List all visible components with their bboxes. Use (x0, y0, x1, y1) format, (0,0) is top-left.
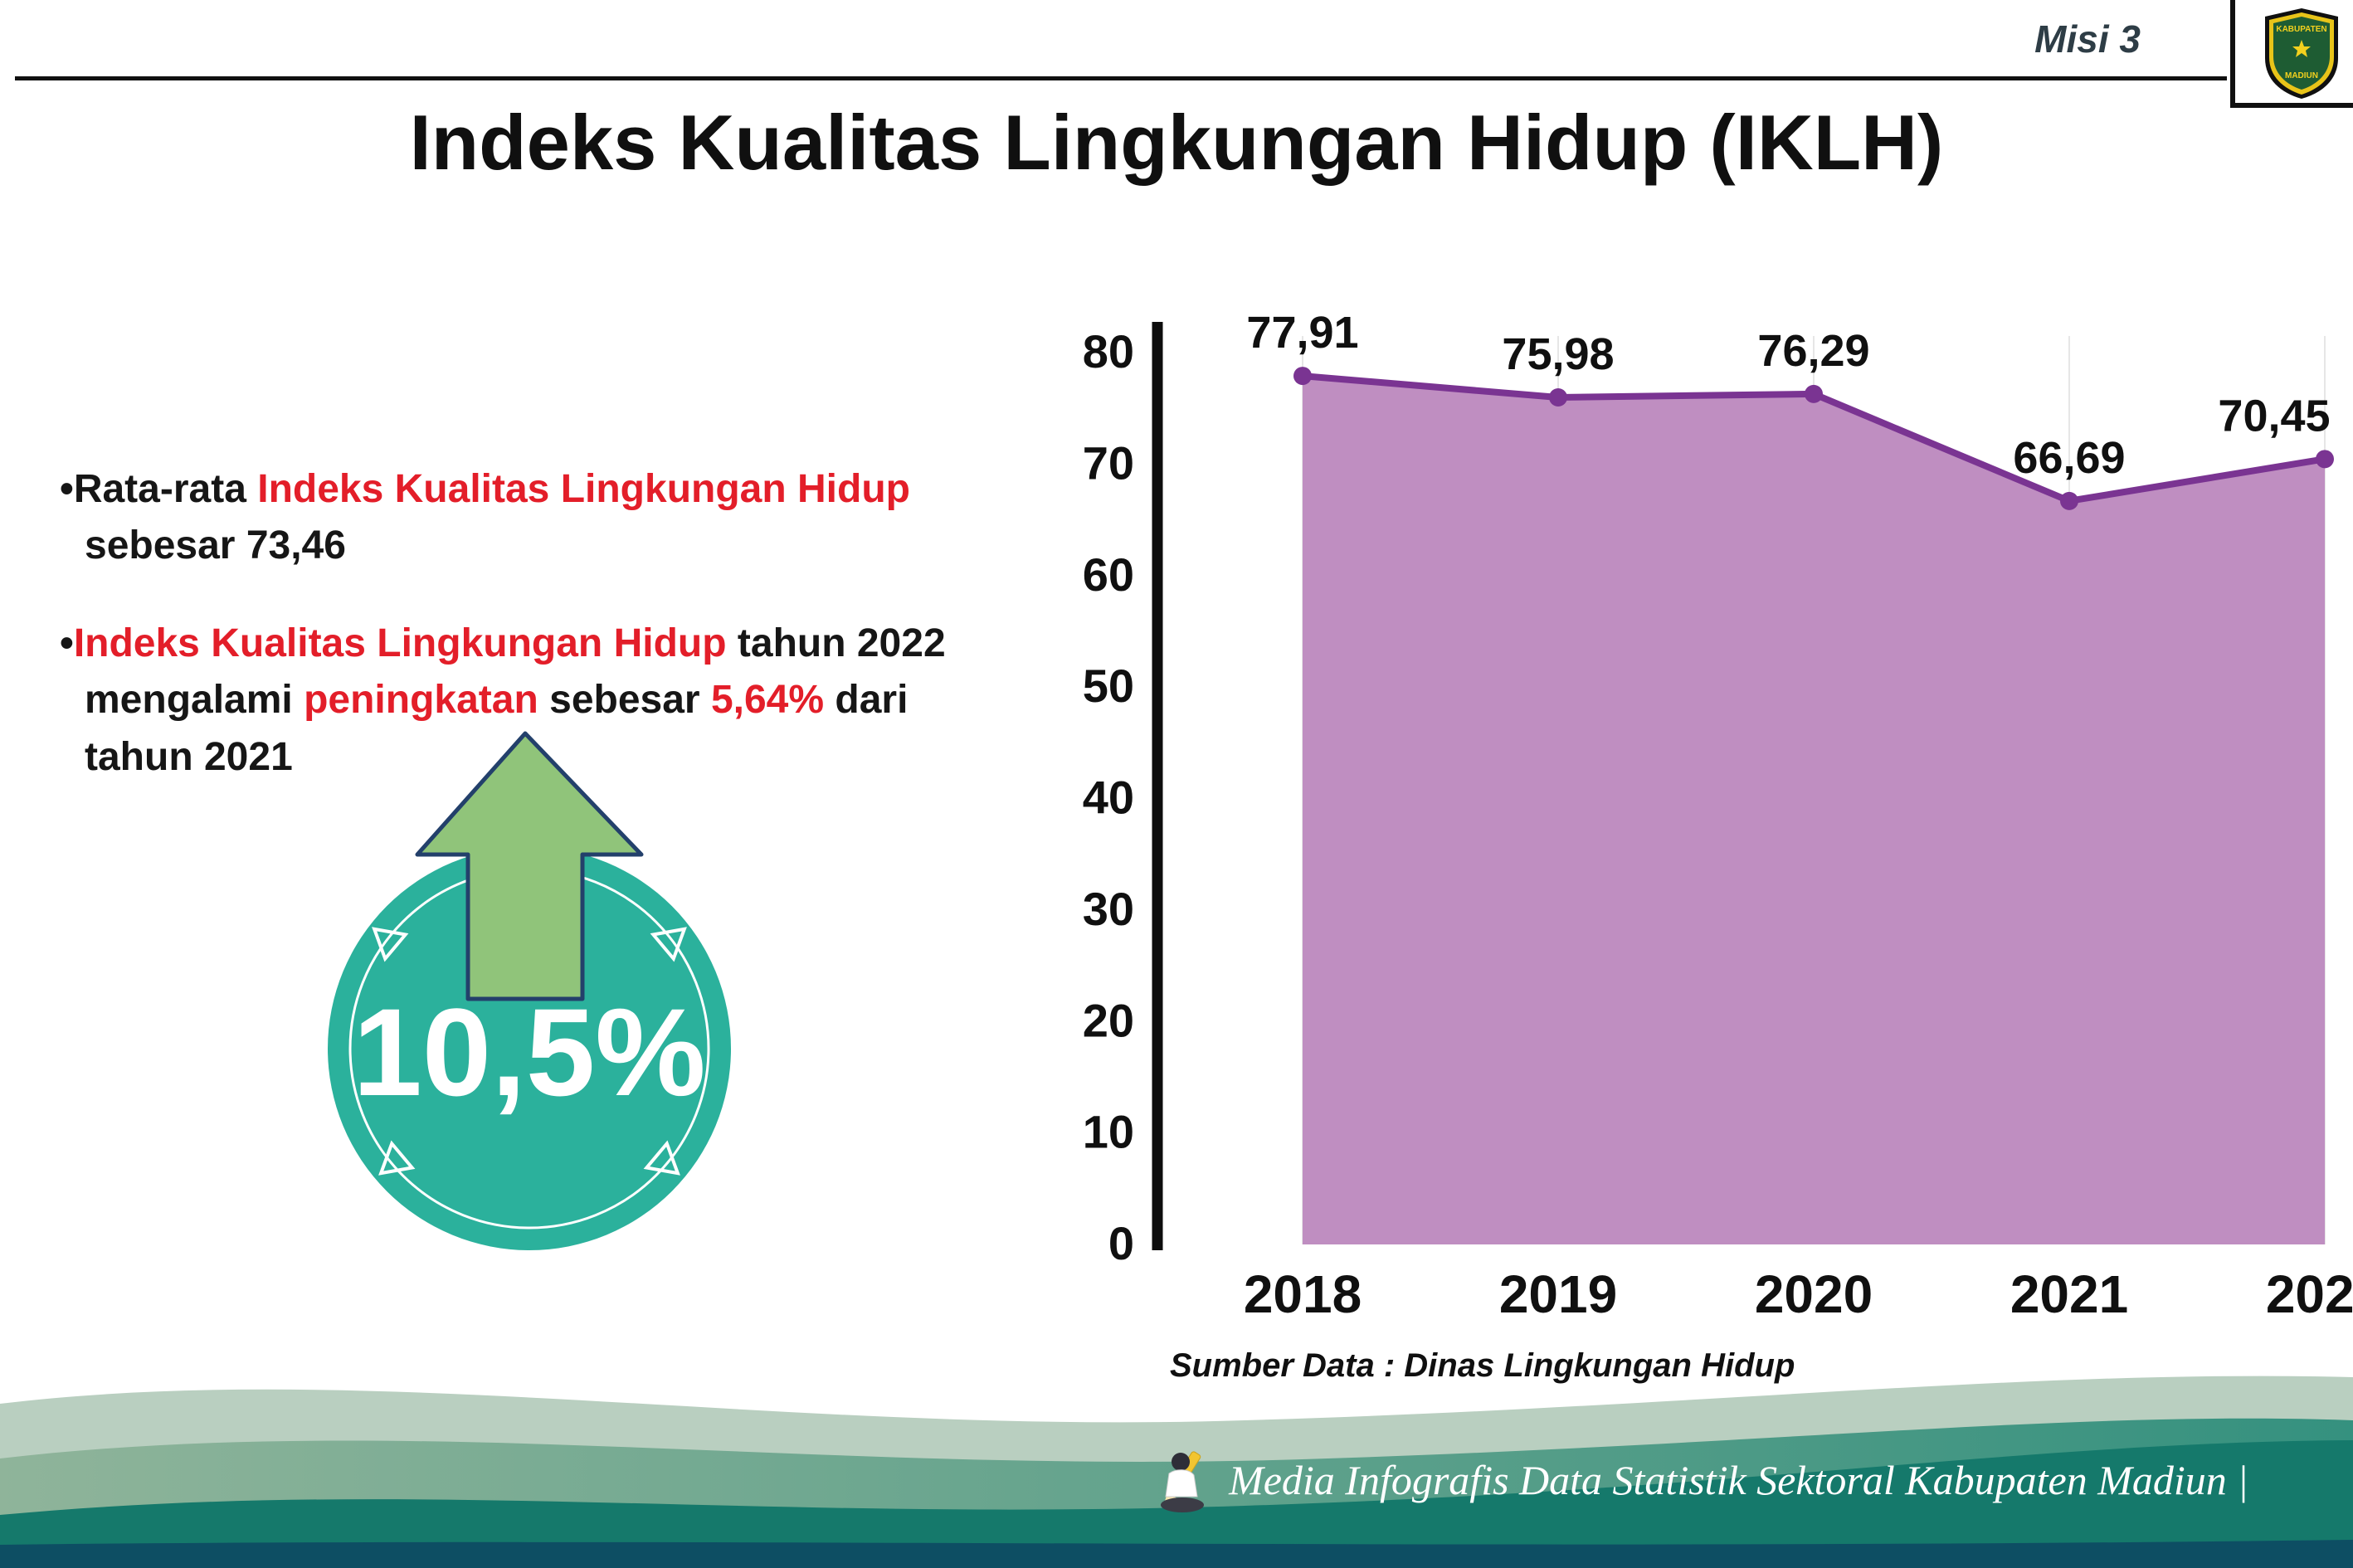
bullet-marker: • (60, 621, 74, 666)
data-point (1549, 388, 1567, 407)
logo-star-icon (2292, 40, 2311, 57)
increase-badge: 10,5% (305, 723, 753, 1387)
bullet-2-seg-5: dari tahun 2021 (85, 678, 909, 779)
badge-value: 10,5% (353, 982, 705, 1122)
kabupaten-madiun-logo: KABUPATEN MADIUN (2265, 8, 2338, 99)
increase-badge-graphic: 10,5% (328, 731, 731, 1250)
page-title: Indeks Kualitas Lingkungan Hidup (IKLH) (409, 99, 1944, 186)
data-point (1293, 367, 1312, 386)
bullet-marker: • (60, 467, 74, 511)
mascot-icon (1161, 1451, 1205, 1512)
value-label: 77,91 (1246, 308, 1358, 358)
y-tick-label: 40 (1083, 772, 1134, 824)
iklh-chart: 0 10 20 30 40 50 60 70 80 2018 2019 2020 2021 2022 77,… (1037, 307, 2353, 1410)
badge-triangle-marks (372, 927, 687, 1176)
y-tick-label: 0 (1108, 1217, 1134, 1269)
badge-circle (328, 847, 731, 1250)
bullet-2-seg-1: tahun 2022 mengalami (85, 621, 946, 723)
value-label: 66,69 (2013, 433, 2125, 483)
logo-text-bottom: MADIUN (2285, 71, 2318, 80)
x-tick-label: 2020 (1755, 1264, 1873, 1324)
data-point (2316, 450, 2334, 469)
value-label: 70,45 (2218, 391, 2330, 441)
footer-credit: Media Infografis Data Statistik Sektoral… (1152, 1445, 2248, 1515)
y-tick-label: 70 (1083, 436, 1134, 489)
iklh-chart-svg: 0 10 20 30 40 50 60 70 80 2018 2019 2020 2021 2022 77,… (1083, 308, 2353, 1324)
value-label: 75,98 (1502, 329, 1614, 379)
chart-source: Sumber Data : Dinas Lingkungan Hidup (1170, 1347, 1795, 1384)
logo-frame: KABUPATEN MADIUN (2230, 0, 2353, 108)
y-tick-label: 20 (1083, 994, 1134, 1046)
bullet-increase: •Indeks Kualitas Lingkungan Hidup tahun … (60, 616, 977, 785)
bullet-2-highlight-3: 5,64% (710, 678, 825, 723)
bullet-2-seg-3: sebesar (538, 678, 711, 723)
bullet-1-seg-2: sebesar 73,46 (85, 523, 346, 568)
x-tick-label: 2019 (1499, 1264, 1617, 1324)
value-label: 76,29 (1757, 326, 1869, 376)
y-tick-label: 60 (1083, 548, 1134, 601)
bullet-2-highlight-1: Indeks Kualitas Lingkungan Hidup (73, 621, 727, 666)
top-rule (15, 76, 2227, 80)
area-shape (1303, 376, 2325, 1245)
bullet-average: •Rata-rata Indeks Kualitas Lingkungan Hi… (60, 461, 977, 574)
bullet-1-highlight: Indeks Kualitas Lingkungan Hidup (257, 467, 910, 511)
y-tick-label: 80 (1083, 325, 1134, 377)
bullet-list: •Rata-rata Indeks Kualitas Lingkungan Hi… (60, 461, 977, 827)
bullet-2-highlight-2: peningkatan (304, 678, 538, 723)
logo-text-top: KABUPATEN (2276, 25, 2326, 34)
data-point (1805, 384, 1823, 403)
y-tick-label: 30 (1083, 883, 1134, 935)
x-tick-label: 2021 (2010, 1264, 2128, 1324)
x-tick-label: 2022 (2266, 1264, 2353, 1324)
up-arrow-icon (415, 731, 644, 1001)
data-point (2060, 491, 2078, 510)
y-tick-label: 10 (1083, 1106, 1134, 1158)
y-tick-label: 50 (1083, 660, 1134, 712)
misi-label: Misi 3 (2034, 17, 2141, 61)
bullet-1-seg-0: Rata-rata (73, 467, 258, 511)
x-tick-label: 2018 (1244, 1264, 1362, 1324)
footer-credit-text: Media Infografis Data Statistik Sektoral… (1229, 1457, 2248, 1503)
